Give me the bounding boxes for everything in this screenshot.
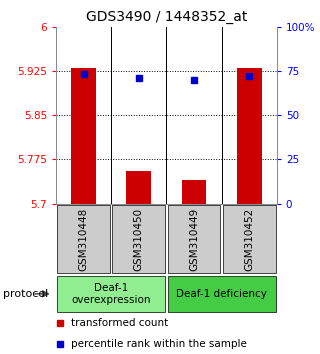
Bar [57, 205, 110, 273]
Bar [223, 205, 276, 273]
Text: GSM310450: GSM310450 [134, 207, 144, 270]
Bar [112, 205, 165, 273]
Text: Deaf-1 deficiency: Deaf-1 deficiency [176, 289, 267, 299]
Title: GDS3490 / 1448352_at: GDS3490 / 1448352_at [86, 10, 247, 24]
Text: percentile rank within the sample: percentile rank within the sample [71, 339, 247, 349]
Bar [167, 276, 276, 312]
Text: transformed count: transformed count [71, 319, 169, 329]
Bar [126, 171, 151, 204]
Bar [167, 205, 220, 273]
Bar [237, 68, 262, 204]
Bar [57, 276, 165, 312]
Text: GSM310452: GSM310452 [244, 207, 254, 270]
Text: GSM310448: GSM310448 [79, 207, 89, 270]
Text: GSM310449: GSM310449 [189, 207, 199, 270]
Bar [181, 180, 206, 204]
Text: Deaf-1
overexpression: Deaf-1 overexpression [71, 283, 151, 305]
Bar [71, 68, 96, 204]
Text: protocol: protocol [3, 289, 48, 299]
